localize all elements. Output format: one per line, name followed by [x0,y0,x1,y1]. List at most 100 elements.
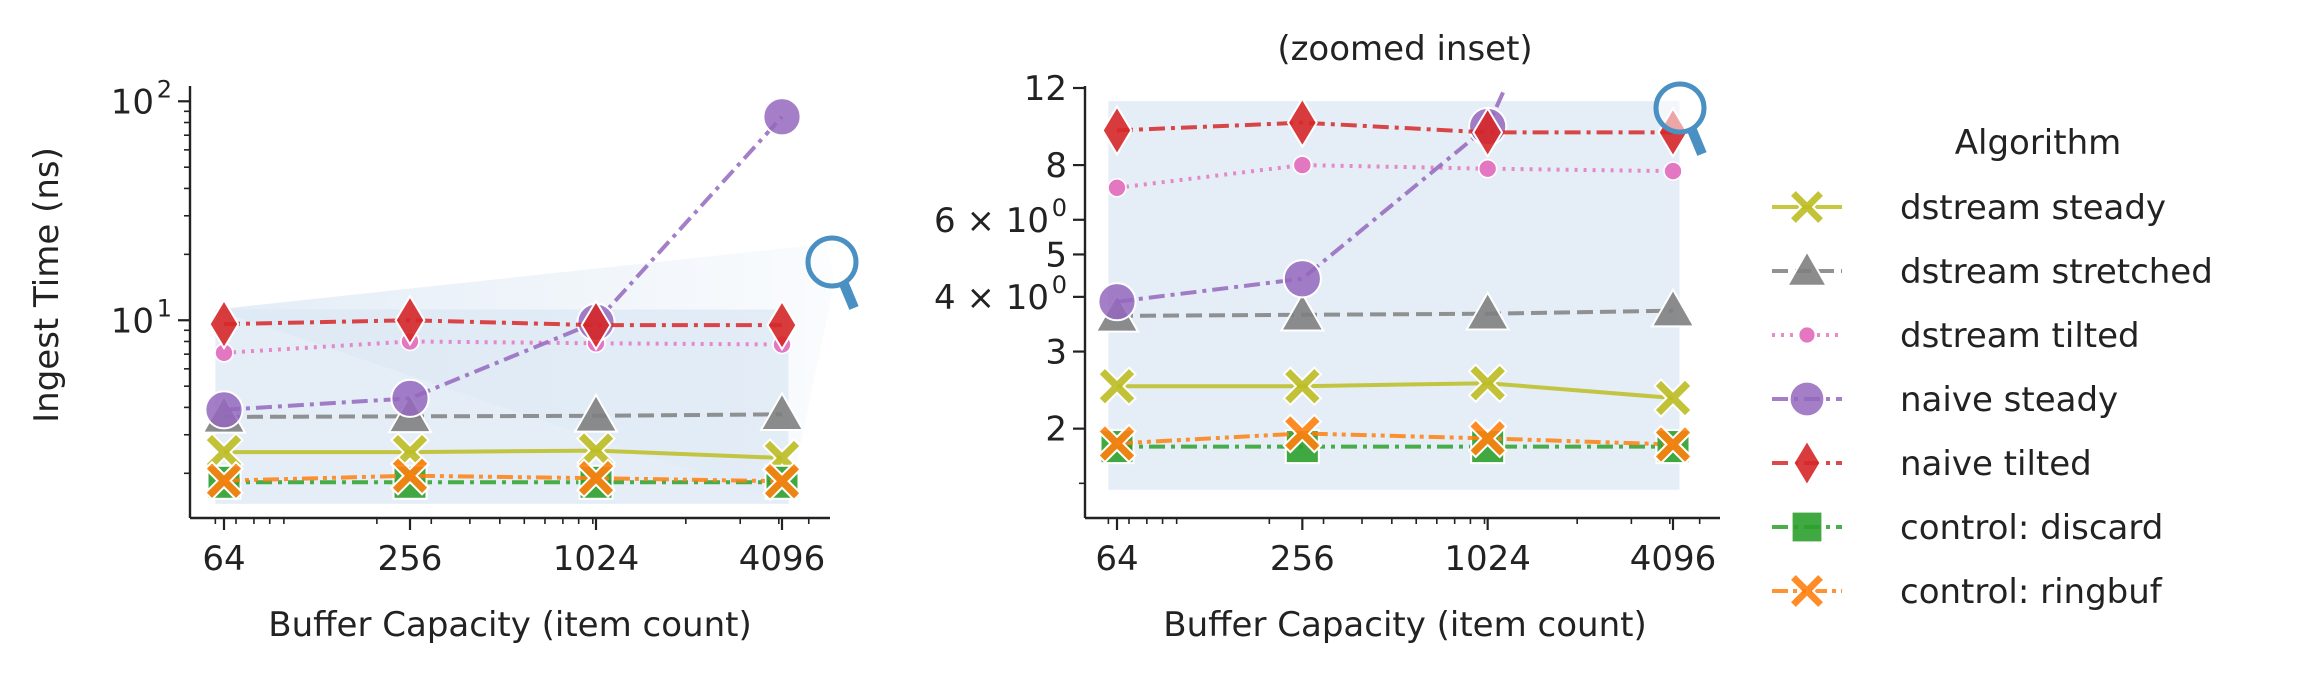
legend-label: dstream tilted [1900,316,2140,356]
zoom-region [1108,101,1680,490]
magnifier-icon [1653,81,1707,156]
inset-region-shading [215,244,835,504]
series-dstream-tilted [1107,155,1683,198]
data-point-diamond-marker [1472,106,1504,159]
data-point-x-marker [575,430,617,471]
data-point-dot-marker [1797,325,1817,345]
series-line [1116,163,1674,190]
legend-title: Algorithm [1955,123,2122,163]
series-line [1116,120,1673,135]
series-control-ringbuf [203,455,803,502]
legend-label: naive steady [1900,380,2118,420]
legend-entry: dstream steady [1772,188,2166,228]
y-tick-label: 4 × 10 [934,278,1049,318]
magnifier-handle [1687,128,1707,156]
x-axis-label: Buffer Capacity (item count) [268,605,751,645]
y-tick-label: 10 [111,82,154,122]
data-point-circle-marker [390,378,430,418]
legend-label: dstream stretched [1900,252,2213,292]
x-axis-label: Buffer Capacity (item count) [1163,605,1646,645]
data-point-circle-marker [1788,380,1826,418]
x-tick-label: 64 [1095,539,1138,579]
y-tick-label-exponent: 0 [1052,271,1067,299]
series-dstream-steady [1096,363,1694,418]
legend-label: control: discard [1900,508,2163,548]
data-point-triangle-marker [1785,249,1829,287]
data-point-x-marker [1788,572,1826,610]
x-tick-label: 64 [202,539,245,579]
y-tick-label-exponent: 0 [1052,194,1067,222]
series-line [224,448,783,460]
series-line [223,115,784,412]
series-naive-tilted [208,294,798,352]
legend-entry: control: discard [1772,508,2163,548]
series-control-ringbuf [1096,413,1694,465]
legend-entry: naive tilted [1772,438,2092,488]
x-tick-label: 256 [378,539,443,579]
y-tick-label: 8 [1045,146,1067,186]
data-point-x-marker [761,461,803,502]
y-tick-label: 5 [1045,235,1067,275]
data-point-x-marker [1652,424,1694,465]
data-point-x-marker [389,455,431,496]
x-tick-label: 4096 [1630,539,1717,579]
x-tick-label: 256 [1270,539,1335,579]
series-line [1116,431,1674,447]
data-point-square-marker [1790,510,1824,544]
data-point-circle-marker [1097,282,1137,322]
y-tick-label: 2 [1045,410,1067,450]
data-point-x-marker [1282,413,1323,454]
legend-entry: naive steady [1772,380,2118,420]
data-point-diamond-marker [208,298,240,351]
y-tick-label-exponent: 2 [157,75,172,103]
data-point-circle-marker [1282,259,1322,299]
data-point-x-marker [575,458,617,499]
y-tick-label: 3 [1045,333,1067,373]
x-tick-label: 4096 [739,539,826,579]
magnifier-lens [1653,81,1707,135]
y-tick-label: 6 × 10 [934,201,1049,241]
data-point-triangle-marker [573,392,619,433]
data-point-x-marker [1467,418,1508,459]
legend: Algorithm dstream steady dstream stretche… [1772,123,2213,612]
legend-entry: dstream tilted [1772,316,2140,356]
data-point-diamond-marker [1792,438,1822,488]
legend-entry: dstream stretched [1772,249,2213,292]
data-point-x-marker [203,460,245,501]
data-point-dot-marker [1477,158,1498,179]
data-point-triangle-marker [1464,290,1511,331]
data-point-triangle-marker [759,391,805,432]
data-point-circle-marker [762,97,802,137]
series-line [1117,381,1674,400]
inset-region-shading [1108,101,1680,490]
data-point-x-marker [1282,366,1323,407]
x-tick-label: 1024 [553,539,640,579]
data-point-dot-marker [1107,177,1127,198]
data-point-circle-marker [204,390,244,430]
data-point-x-marker [1788,188,1826,226]
data-point-dot-marker [1292,155,1313,175]
data-point-diamond-marker [394,294,426,347]
data-point-triangle-marker [1650,287,1696,328]
legend-label: naive tilted [1900,444,2092,484]
y-tick-label: 10 [111,301,154,341]
series-line [223,412,783,419]
magnifier-handle [839,282,859,310]
data-point-diamond-marker [1286,96,1318,149]
series-line [1116,308,1674,318]
data-point-x-marker [1467,363,1508,404]
series-group [201,97,805,502]
x-tick-label: 1024 [1444,539,1531,579]
zoom-connector [215,244,835,504]
legend-label: dstream steady [1900,188,2166,228]
data-point-x-marker [1096,423,1138,464]
data-point-x-marker [203,432,245,473]
legend-label: control: ringbuf [1900,572,2163,612]
data-point-triangle-marker [1279,291,1326,332]
data-point-x-marker [1096,366,1138,407]
